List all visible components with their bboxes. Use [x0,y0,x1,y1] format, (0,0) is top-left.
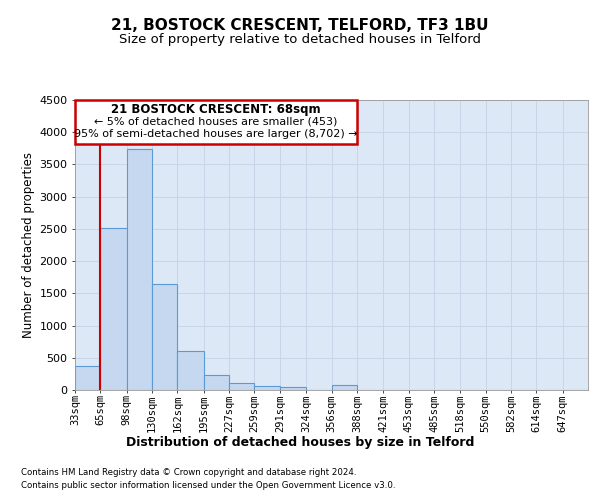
Text: Distribution of detached houses by size in Telford: Distribution of detached houses by size … [126,436,474,449]
Bar [100,228,127,390]
Bar [152,284,178,390]
Bar [332,386,357,390]
Bar [280,387,306,390]
Bar [203,375,229,390]
Text: 95% of semi-detached houses are larger (8,702) →: 95% of semi-detached houses are larger (… [74,129,358,139]
Bar [178,352,203,390]
Bar [75,366,100,390]
Text: 21 BOSTOCK CRESCENT: 68sqm: 21 BOSTOCK CRESCENT: 68sqm [111,103,321,116]
Text: Contains public sector information licensed under the Open Government Licence v3: Contains public sector information licen… [21,480,395,490]
Text: 21, BOSTOCK CRESCENT, TELFORD, TF3 1BU: 21, BOSTOCK CRESCENT, TELFORD, TF3 1BU [111,18,489,32]
Bar [229,383,254,390]
Text: Contains HM Land Registry data © Crown copyright and database right 2024.: Contains HM Land Registry data © Crown c… [21,468,356,477]
Text: Size of property relative to detached houses in Telford: Size of property relative to detached ho… [119,32,481,46]
FancyBboxPatch shape [75,100,357,144]
Bar [254,386,280,390]
Bar [127,149,152,390]
Y-axis label: Number of detached properties: Number of detached properties [22,152,35,338]
Text: ← 5% of detached houses are smaller (453): ← 5% of detached houses are smaller (453… [94,117,338,127]
